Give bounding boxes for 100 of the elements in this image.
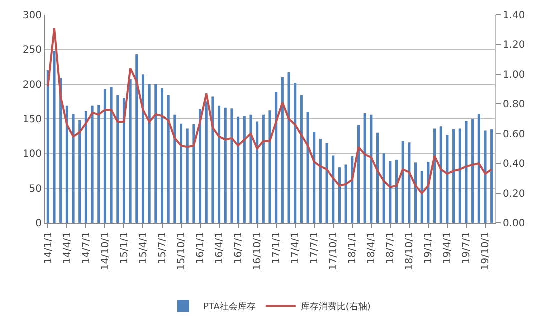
bar	[389, 161, 392, 223]
y2-tick-label: 0.40	[503, 159, 526, 170]
x-tick-label: 19/4/1	[442, 232, 454, 264]
x-tick-label: 14/4/1	[62, 232, 74, 264]
bar	[218, 106, 221, 223]
bar	[300, 95, 303, 223]
bar	[148, 84, 151, 223]
bar	[490, 129, 494, 223]
bar	[452, 129, 456, 223]
y2-tick-label: 0.00	[503, 218, 526, 230]
x-tick-label: 17/4/1	[290, 232, 302, 264]
bar	[382, 154, 386, 223]
y-tick-label: 100	[22, 149, 42, 160]
bar	[395, 160, 398, 223]
x-tick-label: 19/10/1	[480, 232, 492, 271]
bar	[344, 164, 348, 223]
bar	[256, 122, 259, 223]
bar	[402, 141, 404, 223]
x-tick-label: 17/7/1	[310, 232, 321, 264]
x-tick-label: 18/1/1	[348, 232, 359, 264]
bar	[142, 74, 145, 223]
line-series	[47, 27, 493, 194]
bar	[116, 95, 120, 223]
bar	[104, 89, 106, 223]
bar	[326, 143, 328, 223]
bar	[465, 121, 468, 223]
bar	[129, 79, 132, 223]
bar	[440, 126, 442, 223]
bar	[306, 112, 310, 223]
bar	[332, 156, 335, 223]
bar	[91, 106, 94, 223]
y-tick-label: 200	[22, 80, 42, 91]
bar	[250, 114, 252, 223]
bar	[434, 128, 436, 223]
bar	[288, 72, 290, 223]
bar	[376, 132, 380, 223]
bar	[199, 109, 202, 223]
bar	[167, 95, 170, 223]
bar	[66, 106, 68, 223]
y-tick-label: 250	[22, 45, 42, 56]
bar	[72, 114, 75, 223]
y2-tick-label: 1.40	[503, 10, 526, 22]
bar	[174, 114, 176, 223]
y2-tick-label: 0.60	[503, 129, 526, 140]
bar	[154, 84, 158, 223]
bar	[46, 70, 50, 223]
bar	[370, 114, 373, 223]
bar	[446, 134, 449, 223]
x-tick-label: 14/10/1	[100, 232, 112, 271]
bar	[275, 92, 278, 223]
x-tick-label: 17/1/1	[272, 232, 283, 264]
x-tick-label: 19/1/1	[424, 232, 435, 264]
bar	[364, 113, 366, 223]
bar	[294, 82, 297, 223]
bar	[408, 142, 411, 223]
bar	[160, 88, 164, 223]
bar	[313, 132, 316, 223]
bar	[136, 54, 138, 223]
bar	[186, 128, 189, 223]
y2-tick-label: 1.20	[503, 40, 526, 52]
legend-label: 库存消费比(右轴)	[300, 302, 371, 313]
bar	[212, 96, 214, 223]
bar	[414, 162, 418, 223]
x-tick-label: 14/7/1	[81, 232, 92, 264]
x-tick-label: 15/10/1	[176, 232, 188, 271]
x-tick-label: 16/1/1	[196, 232, 207, 264]
bar	[319, 139, 322, 223]
bar	[478, 114, 480, 223]
x-tick-label: 15/4/1	[138, 232, 150, 264]
bar	[53, 51, 56, 223]
bar	[243, 116, 246, 223]
bar	[338, 168, 341, 223]
bar	[192, 124, 196, 223]
bar	[281, 77, 284, 223]
bar	[420, 171, 424, 223]
y2-tick-label: 1.00	[503, 70, 526, 81]
bar	[224, 108, 227, 223]
x-tick-label: 14/1/1	[43, 232, 54, 264]
bar	[110, 87, 113, 223]
x-tick-label: 18/4/1	[366, 232, 378, 264]
bar	[458, 128, 462, 223]
x-tick-label: 18/7/1	[386, 232, 397, 264]
bar	[230, 108, 234, 223]
bar	[84, 111, 88, 223]
y2-tick-label: 0.80	[503, 100, 526, 111]
bar	[78, 120, 82, 223]
y2-tick-label: 0.20	[503, 188, 526, 200]
legend-label: PTA社会库存	[204, 302, 256, 313]
x-tick-label: 18/10/1	[404, 232, 416, 271]
bar	[484, 130, 487, 223]
bar	[205, 102, 208, 223]
bar	[180, 124, 183, 223]
x-tick-label: 16/7/1	[234, 232, 245, 264]
x-tick-label: 15/7/1	[158, 232, 168, 264]
x-tick-label: 17/10/1	[328, 232, 340, 271]
y-tick-label: 150	[22, 114, 42, 126]
bar	[122, 98, 126, 223]
y-tick-label: 0	[36, 218, 42, 230]
y-tick-label: 300	[22, 10, 42, 22]
bar	[98, 105, 100, 223]
